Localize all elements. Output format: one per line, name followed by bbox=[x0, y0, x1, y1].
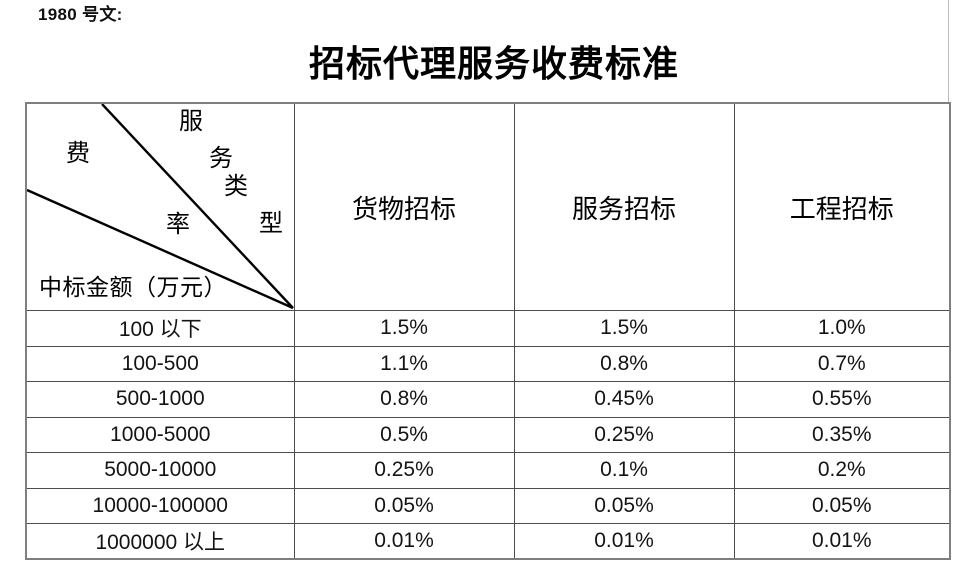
column-header-services: 服务招标 bbox=[513, 102, 735, 311]
fee-cell: 0.01% bbox=[293, 523, 515, 560]
fee-cell: 0.2% bbox=[733, 452, 951, 489]
diagonal-divider-lines bbox=[27, 104, 294, 310]
fee-cell: 0.35% bbox=[733, 416, 951, 453]
table-row: 1000000 以上 0.01% 0.01% 0.01% bbox=[25, 523, 951, 560]
fee-cell: 1.5% bbox=[513, 310, 735, 347]
row-label: 5000-10000 bbox=[25, 452, 295, 489]
table-row: 5000-10000 0.25% 0.1% 0.2% bbox=[25, 452, 951, 489]
corner-label-service-type-char: 服 bbox=[179, 109, 203, 135]
table-row: 100-500 1.1% 0.8% 0.7% bbox=[25, 345, 951, 382]
corner-label-fee-rate-char: 费 bbox=[66, 141, 90, 167]
fee-cell: 1.1% bbox=[293, 345, 515, 382]
fee-cell: 0.25% bbox=[513, 416, 735, 453]
fee-cell: 0.5% bbox=[293, 416, 515, 453]
fee-cell: 0.05% bbox=[733, 487, 951, 524]
corner-label-bid-amount: 中标金额（万元） bbox=[39, 275, 227, 300]
corner-label-service-type-char: 务 bbox=[209, 146, 233, 172]
fee-cell: 1.5% bbox=[293, 310, 515, 347]
table-row: 10000-100000 0.05% 0.05% 0.05% bbox=[25, 487, 951, 524]
table-row: 500-1000 0.8% 0.45% 0.55% bbox=[25, 381, 951, 418]
diagonal-line-lower bbox=[27, 188, 294, 310]
page-title: 招标代理服务收费标准 bbox=[308, 44, 679, 84]
fee-cell: 0.01% bbox=[513, 523, 735, 560]
fee-cell: 0.8% bbox=[293, 381, 515, 418]
row-label: 100-500 bbox=[25, 345, 295, 382]
header-row: 服 费 务 类 率 型 中标金额（万元） 货物招标 服务招标 工程招标 bbox=[25, 102, 951, 311]
column-header-works: 工程招标 bbox=[733, 102, 951, 311]
fee-cell: 0.05% bbox=[293, 487, 515, 524]
fee-cell: 0.1% bbox=[513, 452, 735, 489]
row-label: 10000-100000 bbox=[25, 487, 295, 524]
fee-cell: 1.0% bbox=[733, 310, 951, 347]
diagonal-line-upper bbox=[101, 104, 294, 309]
corner-label-service-type-char: 型 bbox=[259, 211, 283, 237]
corner-label-fee-rate-char: 率 bbox=[166, 212, 190, 238]
row-label: 100 以下 bbox=[25, 310, 295, 347]
doc-ref: 1980 号文: bbox=[38, 5, 123, 24]
fee-cell: 0.55% bbox=[733, 381, 951, 418]
page-edge-guide bbox=[948, 0, 949, 102]
fee-cell: 0.45% bbox=[513, 381, 735, 418]
fee-cell: 0.8% bbox=[513, 345, 735, 382]
fee-cell: 0.25% bbox=[293, 452, 515, 489]
column-header-goods: 货物招标 bbox=[293, 102, 515, 311]
table-row: 1000-5000 0.5% 0.25% 0.35% bbox=[25, 416, 951, 453]
row-label: 1000000 以上 bbox=[25, 523, 295, 560]
corner-label-service-type-char: 类 bbox=[224, 174, 248, 200]
corner-cell: 服 费 务 类 率 型 中标金额（万元） bbox=[25, 102, 295, 311]
fee-cell: 0.7% bbox=[733, 345, 951, 382]
row-label: 500-1000 bbox=[25, 381, 295, 418]
row-label: 1000-5000 bbox=[25, 416, 295, 453]
fee-table: 服 费 务 类 率 型 中标金额（万元） 货物招标 服务招标 工程招标 100 … bbox=[25, 102, 951, 560]
table-row: 100 以下 1.5% 1.5% 1.0% bbox=[25, 310, 951, 347]
fee-cell: 0.01% bbox=[733, 523, 951, 560]
fee-cell: 0.05% bbox=[513, 487, 735, 524]
